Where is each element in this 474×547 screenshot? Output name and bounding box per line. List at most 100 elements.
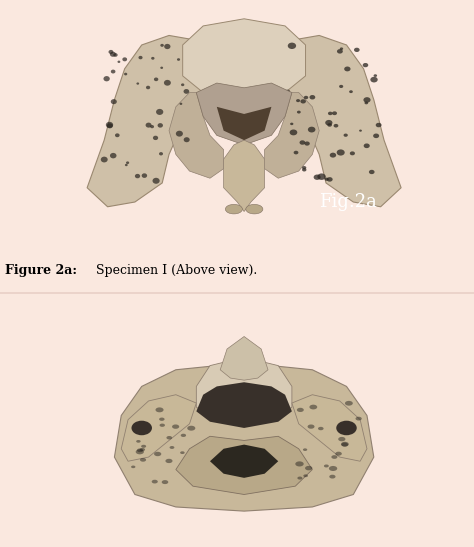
- Ellipse shape: [159, 152, 163, 155]
- Polygon shape: [292, 395, 367, 461]
- Ellipse shape: [140, 458, 146, 462]
- Ellipse shape: [305, 466, 312, 470]
- Ellipse shape: [334, 124, 338, 127]
- Ellipse shape: [146, 123, 152, 127]
- Ellipse shape: [101, 156, 108, 162]
- Ellipse shape: [118, 61, 120, 63]
- Ellipse shape: [310, 95, 315, 100]
- Text: Fig.2a: Fig.2a: [319, 193, 377, 211]
- Ellipse shape: [314, 174, 320, 180]
- Ellipse shape: [365, 102, 368, 104]
- Ellipse shape: [304, 142, 310, 146]
- Ellipse shape: [370, 77, 378, 83]
- Ellipse shape: [329, 475, 336, 479]
- Ellipse shape: [342, 427, 350, 432]
- Ellipse shape: [302, 166, 306, 170]
- Polygon shape: [196, 83, 292, 145]
- Ellipse shape: [340, 48, 343, 50]
- Ellipse shape: [328, 123, 332, 127]
- Ellipse shape: [153, 136, 158, 140]
- Ellipse shape: [318, 427, 324, 430]
- Ellipse shape: [113, 53, 118, 57]
- Ellipse shape: [165, 459, 173, 463]
- Ellipse shape: [103, 76, 110, 82]
- Ellipse shape: [177, 58, 180, 61]
- Polygon shape: [87, 36, 210, 207]
- Ellipse shape: [354, 48, 360, 52]
- Ellipse shape: [180, 103, 182, 105]
- Ellipse shape: [150, 125, 154, 128]
- Polygon shape: [182, 19, 306, 100]
- Ellipse shape: [337, 149, 345, 155]
- Ellipse shape: [160, 44, 164, 47]
- Ellipse shape: [300, 141, 305, 145]
- Ellipse shape: [297, 110, 301, 114]
- Ellipse shape: [304, 96, 308, 99]
- Ellipse shape: [181, 83, 184, 86]
- Ellipse shape: [137, 449, 143, 452]
- Ellipse shape: [122, 57, 127, 61]
- Ellipse shape: [339, 85, 343, 88]
- Ellipse shape: [297, 476, 302, 480]
- Ellipse shape: [146, 86, 150, 89]
- Polygon shape: [264, 92, 319, 178]
- Ellipse shape: [296, 99, 300, 102]
- Ellipse shape: [160, 423, 165, 427]
- Ellipse shape: [124, 73, 127, 75]
- Ellipse shape: [290, 130, 297, 135]
- Ellipse shape: [308, 127, 315, 132]
- Ellipse shape: [187, 426, 195, 430]
- Ellipse shape: [341, 443, 348, 447]
- Ellipse shape: [324, 464, 329, 468]
- Ellipse shape: [327, 177, 333, 182]
- Ellipse shape: [157, 123, 163, 127]
- Ellipse shape: [115, 133, 119, 137]
- Ellipse shape: [156, 109, 164, 115]
- Ellipse shape: [285, 90, 290, 94]
- Polygon shape: [121, 395, 196, 461]
- Ellipse shape: [297, 408, 304, 412]
- Ellipse shape: [225, 205, 242, 214]
- Ellipse shape: [308, 424, 315, 429]
- Ellipse shape: [325, 178, 329, 181]
- Ellipse shape: [303, 449, 307, 451]
- Ellipse shape: [364, 97, 371, 103]
- Ellipse shape: [332, 112, 337, 115]
- Ellipse shape: [318, 173, 326, 180]
- Ellipse shape: [335, 452, 342, 456]
- Polygon shape: [224, 140, 264, 212]
- Ellipse shape: [162, 480, 168, 484]
- Ellipse shape: [369, 170, 374, 174]
- Text: Figure 2a:: Figure 2a:: [5, 264, 77, 277]
- Ellipse shape: [170, 446, 174, 449]
- Ellipse shape: [293, 151, 299, 154]
- Ellipse shape: [290, 123, 293, 125]
- Ellipse shape: [183, 137, 190, 142]
- Ellipse shape: [337, 49, 343, 54]
- Ellipse shape: [376, 123, 382, 127]
- Ellipse shape: [166, 436, 172, 439]
- Ellipse shape: [329, 466, 337, 471]
- Polygon shape: [176, 437, 312, 494]
- Ellipse shape: [136, 440, 141, 443]
- Ellipse shape: [336, 421, 357, 435]
- Ellipse shape: [328, 112, 333, 115]
- Ellipse shape: [338, 437, 346, 441]
- Polygon shape: [220, 336, 268, 380]
- Ellipse shape: [164, 44, 171, 49]
- Ellipse shape: [301, 99, 306, 103]
- Ellipse shape: [110, 52, 116, 57]
- Ellipse shape: [246, 205, 263, 214]
- Ellipse shape: [183, 89, 189, 94]
- Ellipse shape: [164, 80, 171, 86]
- Ellipse shape: [302, 168, 306, 172]
- Ellipse shape: [141, 445, 146, 448]
- Ellipse shape: [154, 452, 161, 456]
- Ellipse shape: [373, 133, 379, 138]
- Ellipse shape: [142, 173, 147, 178]
- Ellipse shape: [181, 434, 186, 437]
- Ellipse shape: [151, 57, 155, 60]
- Ellipse shape: [359, 130, 362, 132]
- Ellipse shape: [344, 67, 351, 71]
- Ellipse shape: [349, 90, 353, 93]
